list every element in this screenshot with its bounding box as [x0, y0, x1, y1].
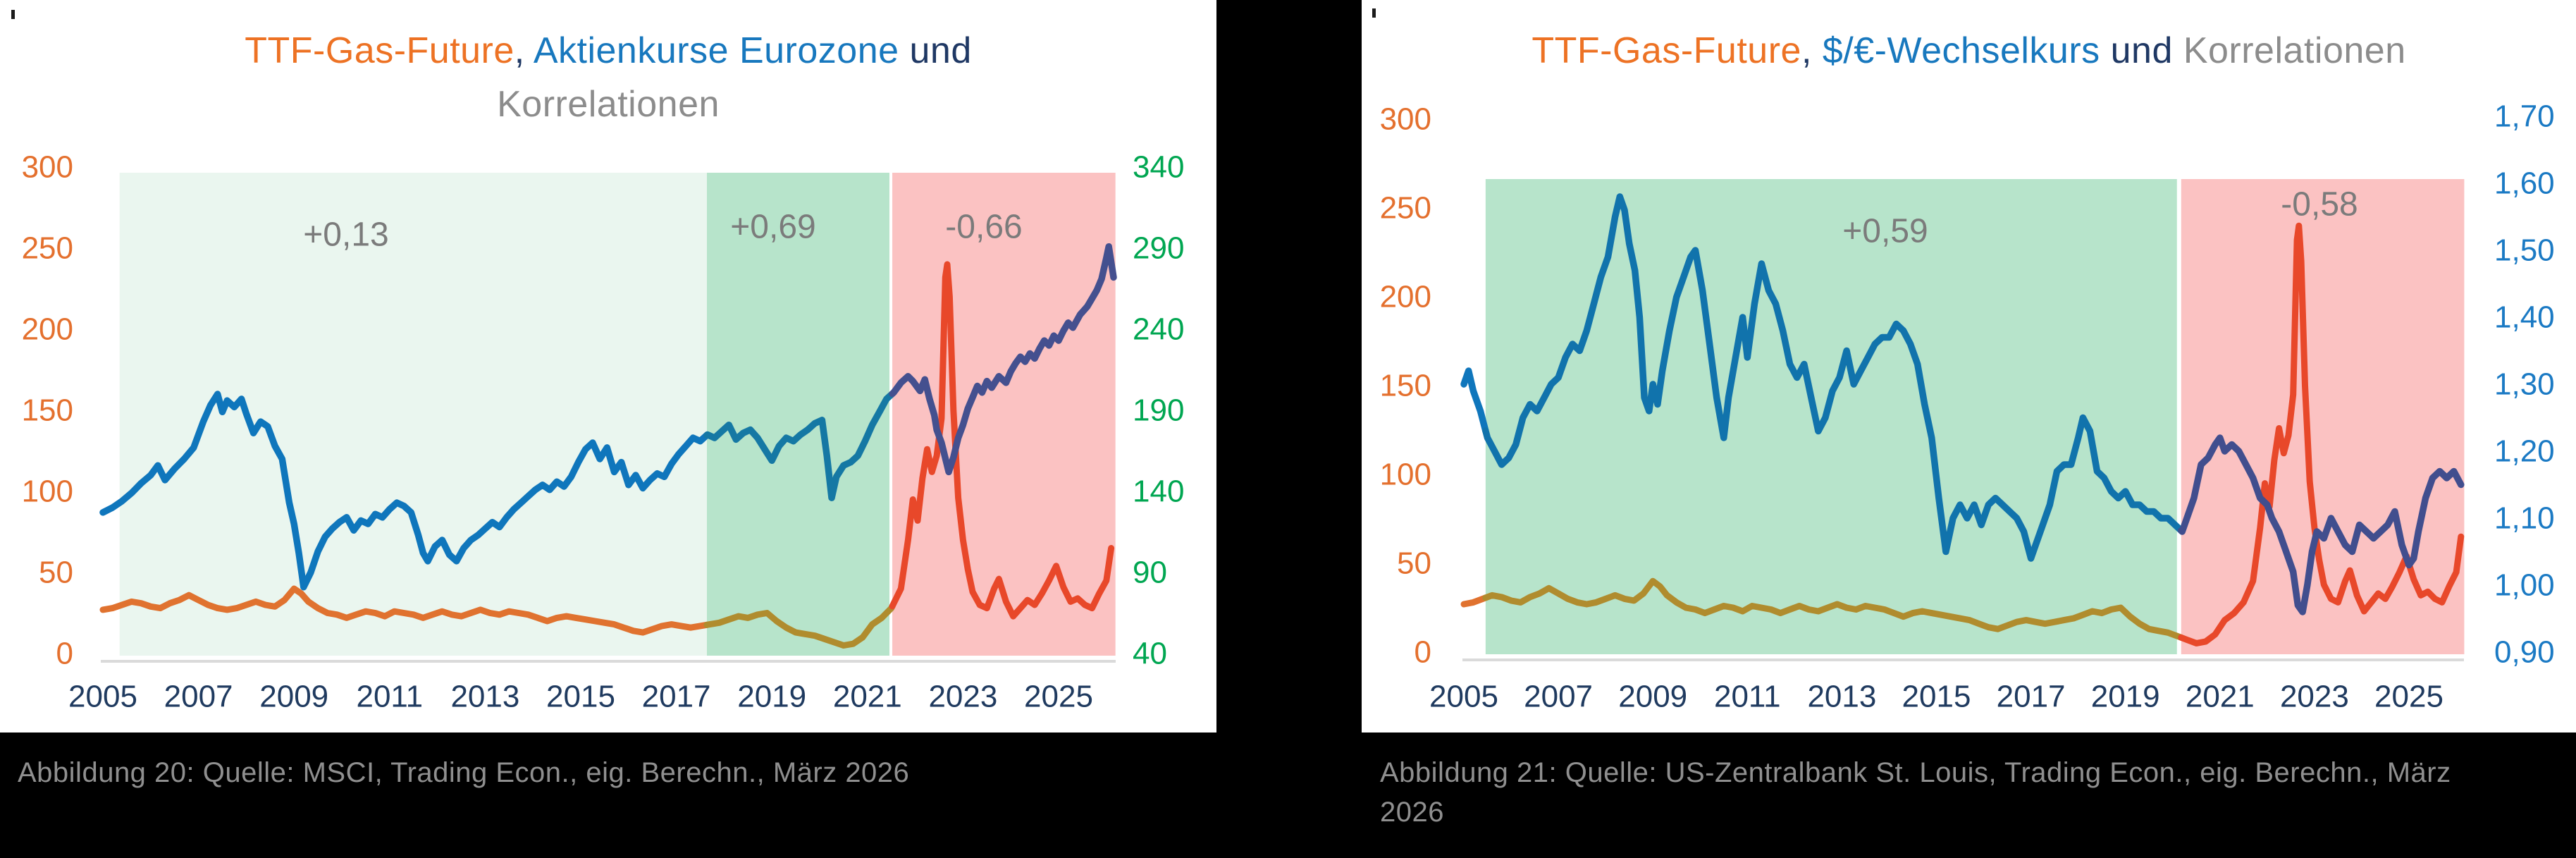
x-axis-tick-label: 2021: [833, 680, 902, 714]
left-axis-tick-label: 0: [56, 637, 73, 671]
correlation-band-green: [706, 173, 889, 656]
title-segment: Aktienkurse Eurozone: [533, 30, 899, 71]
x-axis-tick-label: 2011: [1714, 680, 1781, 714]
x-axis-line: [1462, 658, 2464, 661]
right-axis-tick-label: 290: [1133, 231, 1184, 266]
right-axis-tick-label: 1,10: [2494, 501, 2555, 536]
right-axis-tick-label: 1,20: [2494, 434, 2555, 469]
left-axis-tick-label: 150: [1380, 369, 1431, 403]
x-axis-tick-label: 2005: [68, 680, 137, 714]
x-axis-tick-label: 2025: [1024, 680, 1093, 714]
x-axis-tick-label: 2023: [928, 680, 997, 714]
series-line-ttf: [99, 585, 710, 636]
right-axis-tick-label: 40: [1133, 637, 1167, 671]
x-axis-tick-label: 2021: [2186, 680, 2255, 714]
series-line-equity: [99, 391, 710, 591]
correlation-label: -0,58: [2281, 186, 2358, 223]
x-axis-line: [101, 660, 1116, 663]
x-axis-tick-label: 2025: [2374, 680, 2443, 714]
x-axis-tick-label: 2013: [450, 680, 519, 714]
left-axis-tick-label: 250: [1380, 191, 1431, 226]
title-segment: Korrelationen: [497, 84, 720, 125]
right-axis-tick-label: 90: [1133, 556, 1167, 590]
right-axis-tick-label: 340: [1133, 150, 1184, 185]
left-chart-title-line1: TTF-Gas-Future, Aktienkurse Eurozone und: [0, 24, 1216, 78]
series-line-ttf: [2178, 222, 2465, 646]
stray-mark-right-card: [1372, 8, 1376, 18]
x-axis-tick-label: 2013: [1807, 680, 1876, 714]
right-chart-caption-line2: 2026: [1380, 797, 1444, 828]
x-axis-tick-label: 2009: [259, 680, 328, 714]
right-chart: 0 50 100 150 200 250 300 0,90 1,00 1,10 1,20 1,30 1,…: [1380, 99, 2555, 714]
title-segment: und: [2100, 30, 2183, 71]
series-line-ttf: [703, 603, 896, 649]
right-axis-tick-label: 1,60: [2494, 166, 2555, 201]
left-axis-tick-label: 0: [1415, 635, 1431, 670]
title-segment: ,: [514, 30, 534, 71]
right-axis-tick-label: 240: [1133, 312, 1184, 347]
right-axis-tick-label: 190: [1133, 393, 1184, 428]
left-axis-tick-label: 100: [22, 474, 73, 509]
series-line-fx: [1482, 193, 2185, 562]
right-chart-caption-line1: Abbildung 21: Quelle: US-Zentralbank St.…: [1380, 757, 2451, 788]
left-chart: 0 50 100 150 200 250 300 40 90 140 190 240 290 340 200…: [22, 150, 1185, 714]
left-axis-tick-label: 200: [22, 312, 73, 347]
left-axis-tick-label: 300: [22, 150, 73, 185]
x-axis-tick-label: 2007: [1524, 680, 1593, 714]
correlation-label: +0,59: [1842, 213, 1928, 250]
correlation-band-green: [1485, 179, 2177, 654]
x-axis-tick-label: 2011: [356, 680, 423, 714]
left-axis-tick-label: 50: [1397, 546, 1431, 581]
correlation-label: -0,66: [945, 209, 1022, 246]
left-chart-title-line2: Korrelationen: [0, 78, 1216, 131]
left-axis-tick-label: 300: [1380, 102, 1431, 137]
series-line-equity: [889, 243, 1117, 476]
right-axis-tick-label: 0,90: [2494, 635, 2555, 670]
x-axis-tick-label: 2019: [2091, 680, 2160, 714]
correlation-band-red: [892, 173, 1116, 656]
correlation-label: +0,69: [730, 209, 815, 246]
title-segment: ,: [1801, 30, 1823, 71]
left-axis-tick-label: 50: [39, 556, 73, 590]
series-line-ttf: [889, 261, 1115, 620]
x-axis-tick-label: 2015: [1902, 680, 1971, 714]
right-chart-caption: Abbildung 21: Quelle: US-Zentralbank St.…: [1380, 753, 2536, 832]
title-segment: TTF-Gas-Future: [245, 30, 514, 71]
series-line-equity: [703, 390, 896, 501]
right-axis-tick-label: 1,50: [2494, 233, 2555, 268]
x-axis-tick-label: 2015: [546, 680, 615, 714]
title-segment: und: [899, 30, 972, 71]
x-axis-tick-label: 2019: [737, 680, 806, 714]
series-line-fx: [2178, 434, 2465, 615]
x-axis-tick-label: 2007: [164, 680, 233, 714]
x-axis-tick-label: 2023: [2280, 680, 2349, 714]
right-chart-title: TTF-Gas-Future, $/€-Wechselkurs und Korr…: [1362, 24, 2576, 78]
left-axis-tick-label: 100: [1380, 458, 1431, 492]
left-axis-tick-label: 150: [22, 393, 73, 428]
correlation-band-paleGreen: [119, 173, 707, 656]
correlation-label: +0,13: [303, 216, 388, 254]
right-axis-tick-label: 1,00: [2494, 568, 2555, 603]
title-segment: Korrelationen: [2183, 30, 2406, 71]
left-axis-tick-label: 250: [22, 231, 73, 266]
x-axis-tick-label: 2005: [1429, 680, 1498, 714]
series-line-ttf: [1482, 577, 2185, 641]
x-axis-tick-label: 2017: [642, 680, 711, 714]
right-axis-tick-label: 1,70: [2494, 99, 2555, 134]
right-axis-tick-label: 1,40: [2494, 300, 2555, 335]
left-chart-caption: Abbildung 20: Quelle: MSCI, Trading Econ…: [18, 757, 910, 788]
title-segment: $/€-Wechselkurs: [1822, 30, 2100, 71]
right-axis-tick-label: 140: [1133, 474, 1184, 509]
right-axis-tick-label: 1,30: [2494, 367, 2555, 402]
stray-mark-left-card: [11, 10, 15, 19]
left-axis-tick-label: 200: [1380, 280, 1431, 314]
title-segment: TTF-Gas-Future: [1532, 30, 1801, 71]
x-axis-tick-label: 2017: [1997, 680, 2066, 714]
x-axis-tick-label: 2009: [1618, 680, 1687, 714]
series-line-fx: [1460, 367, 1489, 434]
